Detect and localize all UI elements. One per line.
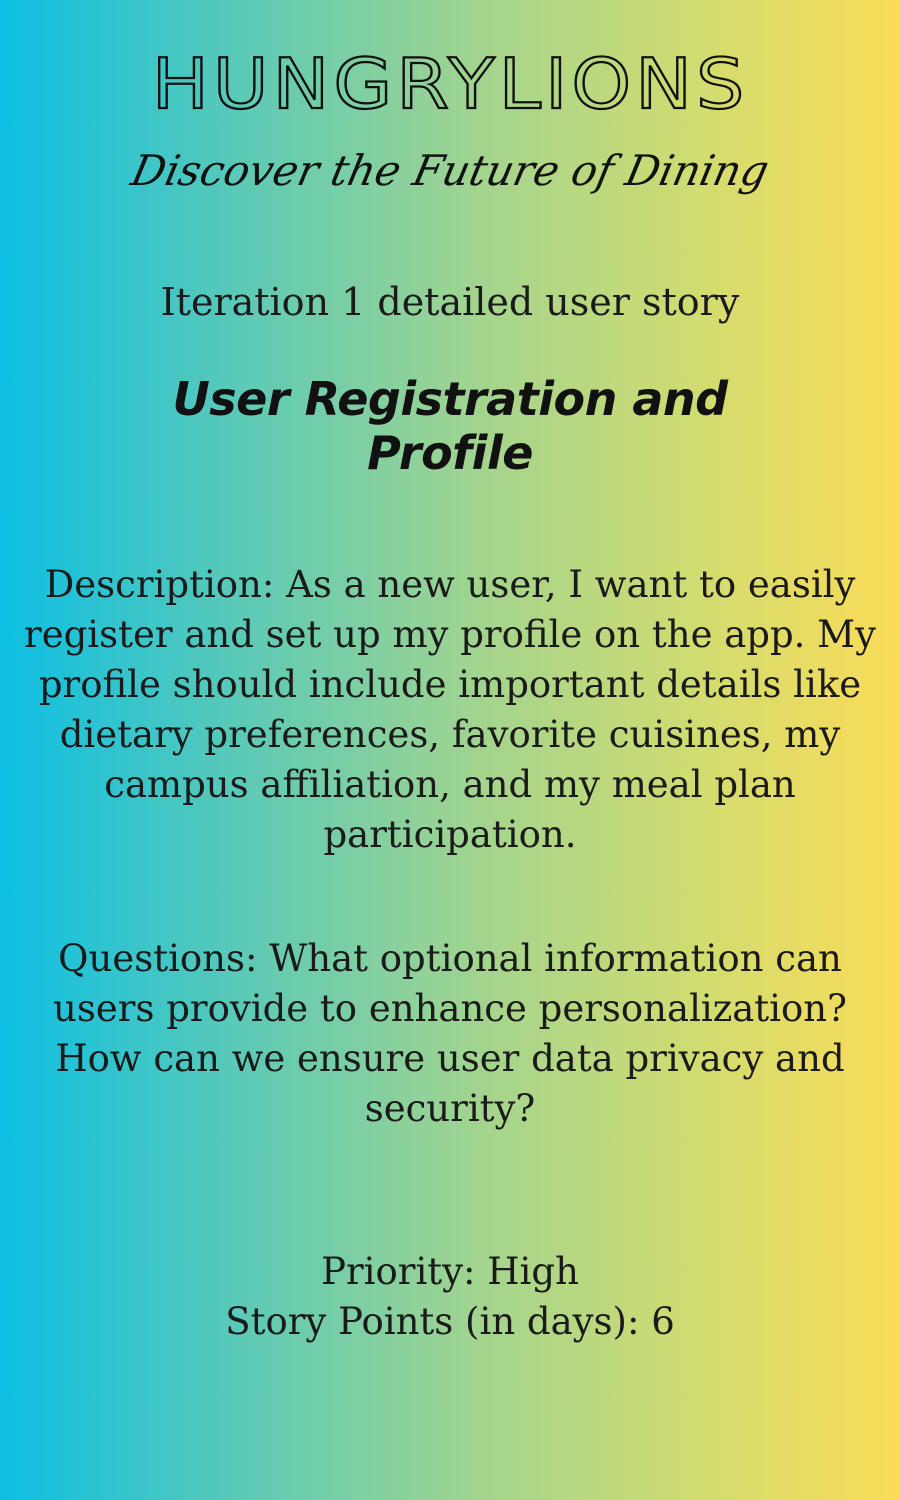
iteration-label: Iteration 1 detailed user story <box>160 280 740 324</box>
brand-logo: HUNGRYLIONS <box>0 46 900 122</box>
story-description: Description: As a new user, I want to ea… <box>24 563 876 856</box>
story-points-label: Story Points (in days): 6 <box>225 1300 675 1343</box>
story-questions: Questions: What optional information can… <box>53 937 847 1130</box>
priority-label: Priority: High <box>321 1250 579 1293</box>
brand-tagline: Discover the Future of Dining <box>127 146 774 195</box>
story-title: User Registration and Profile <box>172 372 728 480</box>
story-meta: Priority: High Story Points (in days): 6 <box>0 1247 900 1347</box>
brand-wordmark: HUNGRYLIONS <box>151 42 749 125</box>
